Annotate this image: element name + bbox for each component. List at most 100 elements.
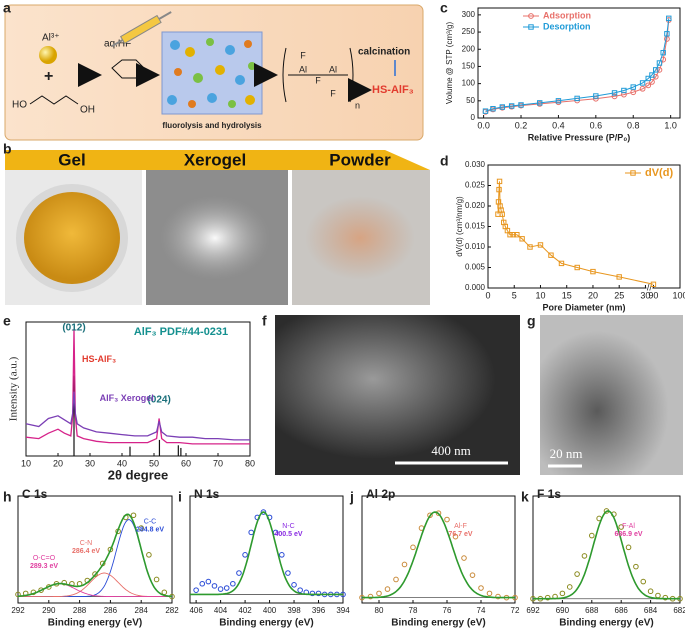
x-tick-label: 682	[673, 606, 685, 615]
data-point	[574, 264, 580, 271]
data-point	[548, 252, 554, 258]
data-point	[645, 75, 651, 82]
y-tick-label: 0	[471, 113, 476, 122]
data-point	[652, 67, 659, 73]
data-point	[285, 570, 291, 576]
component-value: 289.3 eV	[30, 563, 58, 570]
data-point	[639, 80, 646, 86]
panel-letter: h	[3, 489, 12, 505]
legend-label: Adsorption	[543, 10, 591, 20]
x-tick-label: 400	[263, 606, 277, 615]
data-point	[618, 524, 625, 530]
x-tick-label: 686	[615, 606, 629, 615]
data-point	[650, 281, 657, 288]
series-line	[25, 391, 250, 441]
data-point	[589, 532, 595, 539]
photo-label: Gel	[58, 150, 85, 169]
data-point	[527, 244, 533, 250]
data-point	[161, 589, 168, 596]
polymer-halogen: F	[300, 50, 306, 60]
plot-frame	[17, 495, 173, 604]
panel-letters: a b c d e f g h i j k	[3, 0, 536, 505]
x-tick-label: 290	[42, 606, 56, 615]
x-tick-label: 74	[477, 606, 486, 615]
x-tick-label: 394	[336, 606, 350, 615]
fit-envelope	[190, 511, 343, 596]
y-tick-label: 100	[462, 79, 476, 88]
x-tick-label: 10	[535, 290, 545, 300]
data-point	[260, 509, 267, 515]
x-tick-label: 0.8	[627, 120, 640, 130]
panel-letter: k	[521, 489, 529, 505]
y-axis-label: Volume @ STP (cm³/g)	[445, 22, 454, 105]
annotation: (012)	[62, 323, 85, 334]
x-tick-label: 0.6	[590, 120, 603, 130]
y-tick-label: 0.025	[465, 181, 486, 190]
data-point	[138, 525, 144, 531]
data-point	[297, 587, 303, 593]
data-point	[146, 552, 152, 558]
data-point	[478, 585, 484, 591]
data-point	[376, 590, 382, 597]
y-axis-label: dV(d) (cm³/nm/g)	[455, 196, 464, 257]
data-point	[153, 576, 160, 583]
y-tick-label: 0.010	[465, 242, 486, 251]
glycol-bonds	[29, 95, 79, 105]
x-tick-label: 25	[614, 290, 624, 300]
component-value: 284.8 eV	[136, 527, 164, 534]
data-point	[242, 552, 248, 558]
data-point	[507, 232, 513, 238]
calcination-label: calcination	[358, 47, 410, 58]
x-tick-label: 5	[512, 290, 517, 300]
x-tick-label: 692	[526, 606, 540, 615]
x-axis-label: Binding energy (eV)	[391, 618, 485, 629]
data-point	[664, 31, 670, 37]
x-tick-label: 288	[73, 606, 87, 615]
data-point	[574, 571, 580, 577]
axis-break	[646, 284, 653, 292]
data-point	[537, 100, 543, 106]
y-tick-label: 50	[466, 96, 475, 105]
y-tick-label: 0.015	[465, 222, 486, 231]
x-tick-label: 90	[648, 290, 658, 300]
data-point	[496, 178, 503, 185]
x-tick-label: 60	[181, 458, 191, 468]
x-tick-label: 15	[562, 290, 572, 300]
data-point	[367, 593, 374, 600]
x-tick-label: 402	[238, 606, 252, 615]
glycol-right: OH	[80, 105, 95, 116]
data-point	[92, 571, 98, 577]
data-point	[537, 242, 544, 248]
data-point	[199, 580, 206, 587]
fit-envelope	[362, 511, 515, 599]
component-label: C-C	[144, 519, 156, 526]
data-point	[444, 516, 450, 523]
data-point	[640, 578, 647, 585]
fit-envelope	[18, 513, 173, 598]
spectrum-title: C 1s	[22, 487, 48, 501]
x-tick-label: 78	[409, 606, 418, 615]
legend-marker	[630, 170, 636, 176]
data-point	[621, 87, 627, 94]
data-point	[656, 60, 663, 66]
polymer-metal: Al	[299, 64, 307, 74]
plot-frame	[477, 7, 681, 119]
ion-label: Al³⁺	[42, 33, 60, 44]
annotation: AlF₃ Xerogel	[100, 393, 154, 403]
x-tick-label: 690	[556, 606, 570, 615]
panel-letter: i	[178, 489, 182, 505]
x-tick-label: 76	[443, 606, 452, 615]
x-tick-label: 20	[53, 458, 63, 468]
data-point	[486, 590, 493, 597]
x-tick-label: 396	[312, 606, 326, 615]
spectrum-title: Al 2p	[366, 487, 395, 501]
x-tick-label: 284	[135, 606, 149, 615]
data-point	[581, 553, 588, 559]
tem-image	[540, 315, 683, 475]
legend-marker	[528, 13, 534, 19]
plot-frame	[532, 495, 681, 604]
panel-letter: e	[3, 313, 11, 329]
y-tick-label: 150	[462, 62, 476, 71]
y-tick-label: 250	[462, 27, 476, 36]
data-point	[315, 590, 322, 597]
